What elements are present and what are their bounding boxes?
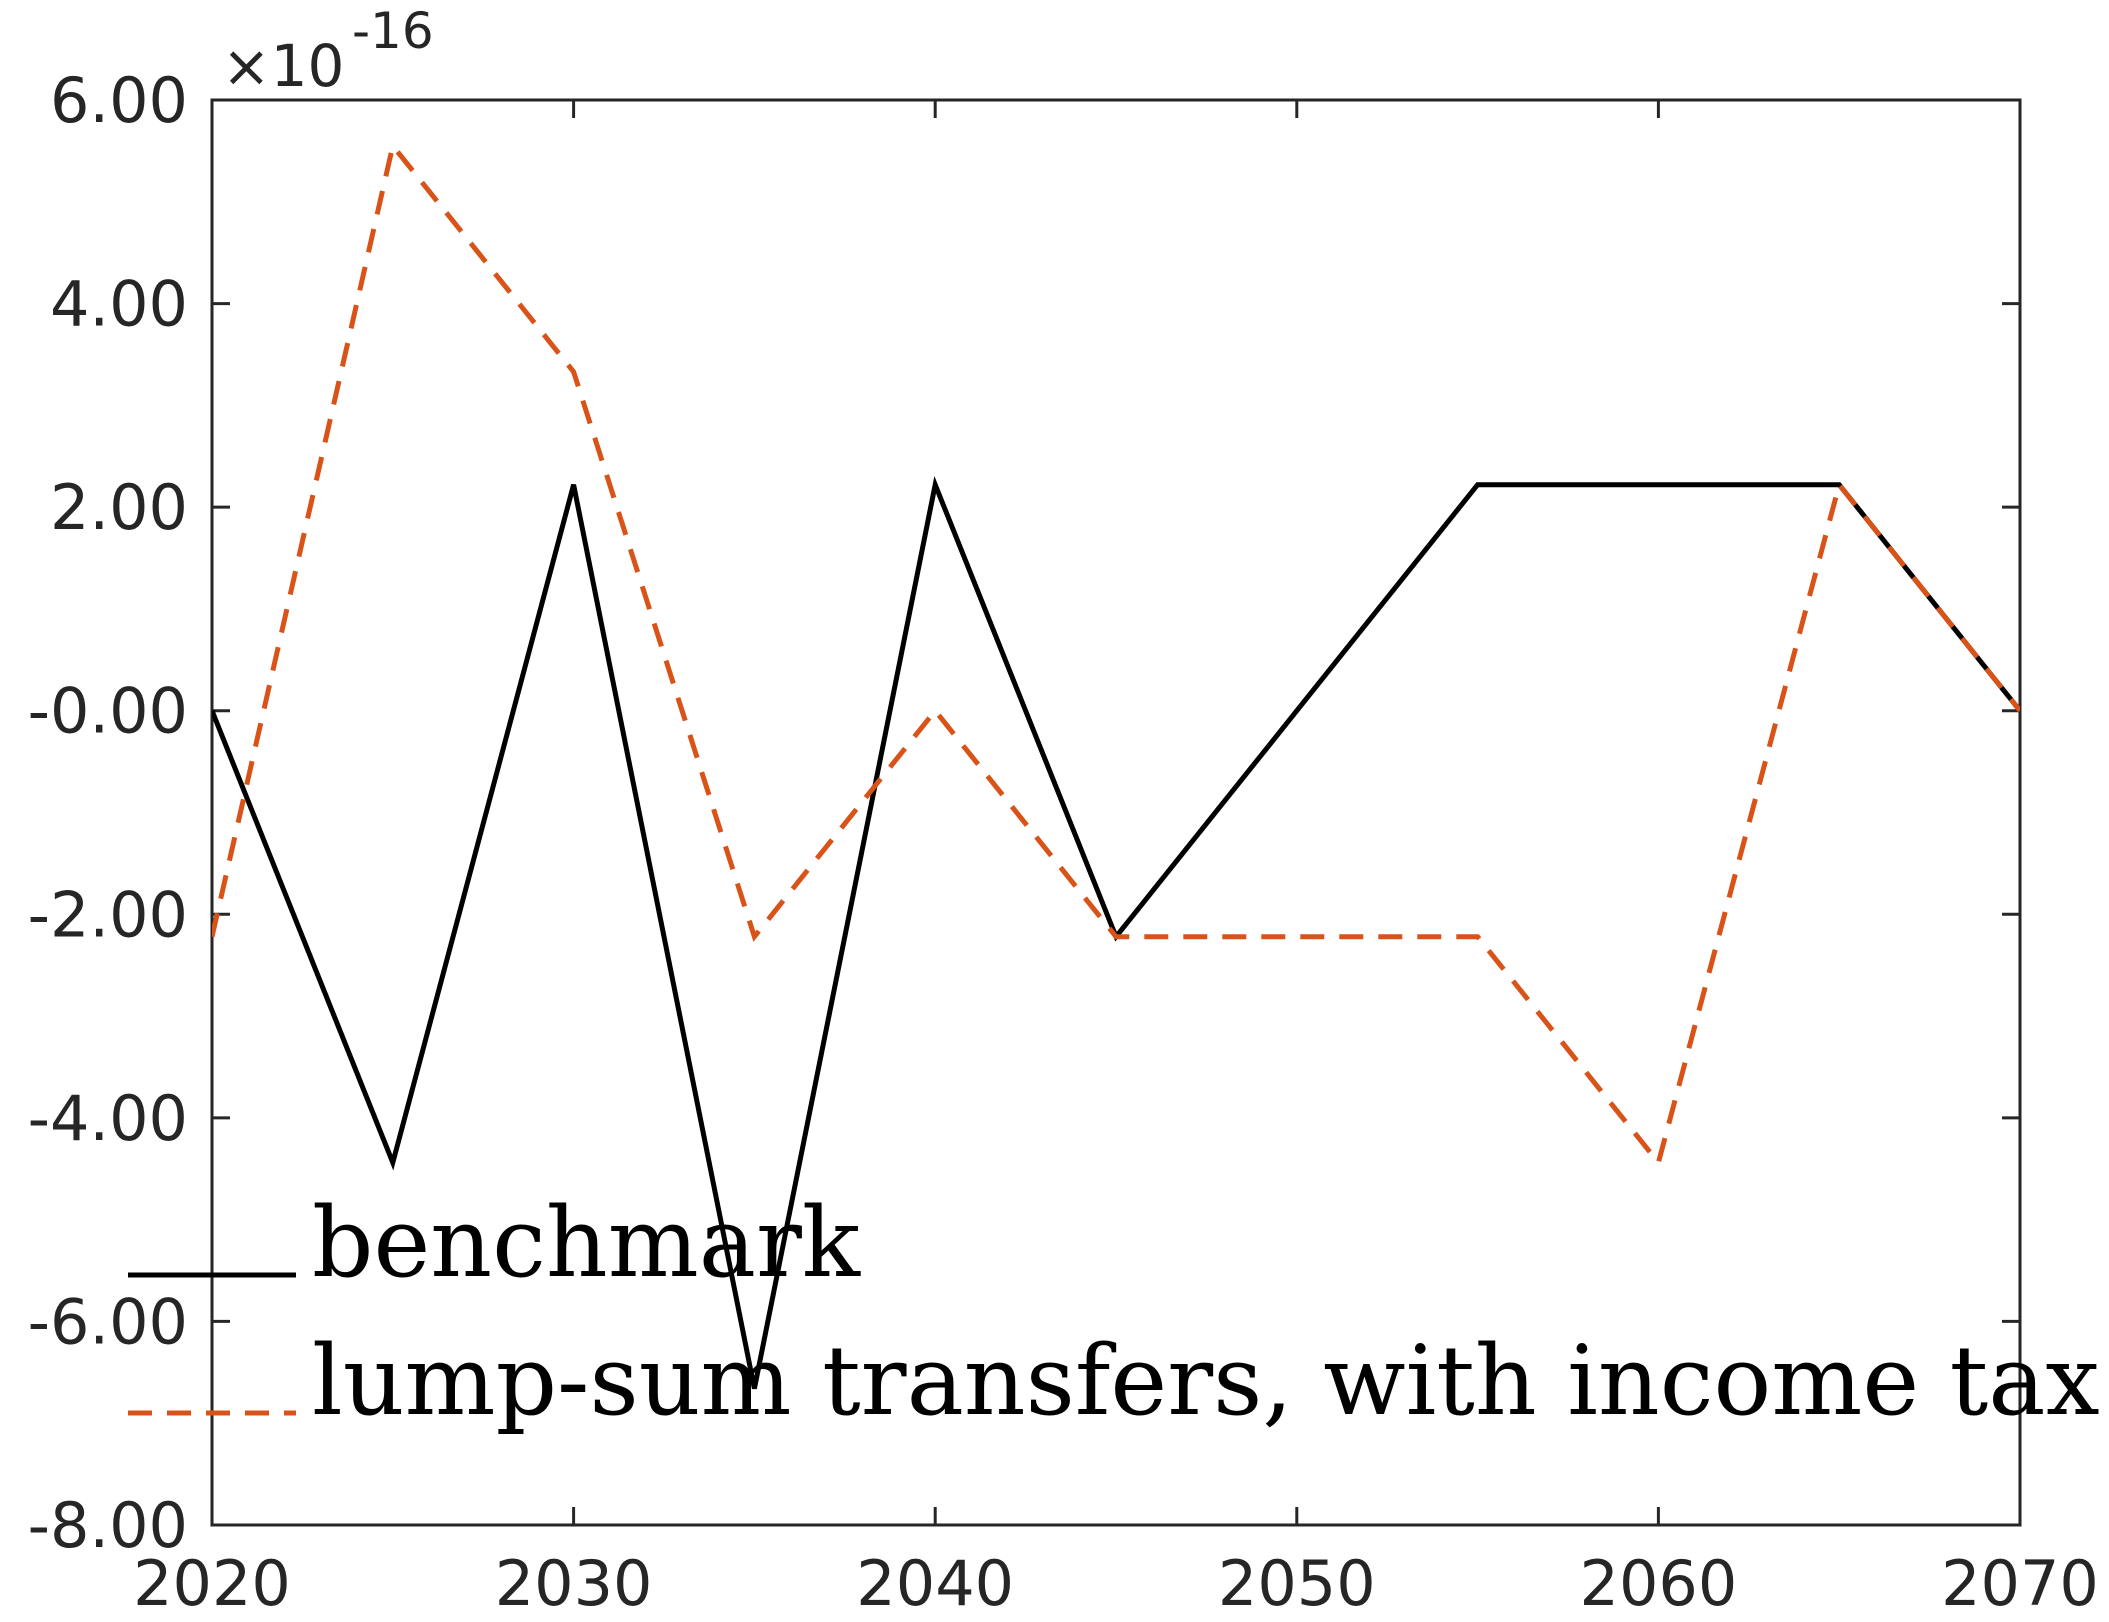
- plot-frame: [210, 98, 2022, 1527]
- legend-label: benchmark: [312, 1187, 861, 1299]
- y-tick-label: 4.00: [50, 268, 188, 341]
- x-tick-label: 2060: [1580, 1547, 1738, 1620]
- x-tick-label: 2070: [1941, 1547, 2099, 1620]
- x-tick-label: 2030: [495, 1547, 653, 1620]
- x-tick-label: 2040: [856, 1547, 1014, 1620]
- x-tick-label: 2050: [1218, 1547, 1376, 1620]
- y-exponent-power: -16: [352, 2, 434, 60]
- y-tick-label: -8.00: [28, 1489, 188, 1562]
- series-line-lump-sum-transfers: [212, 140, 2020, 1169]
- y-tick-label: -2.00: [28, 878, 188, 951]
- tick-labels: 2020 2030 2040 2050 2060 2070 6.00 4.00 2.00 -0.0…: [28, 64, 2099, 1620]
- series-lines: [212, 140, 2020, 1390]
- y-tick-label: 2.00: [50, 471, 188, 544]
- y-tick-label: -6.00: [28, 1285, 188, 1358]
- y-exponent-label: ×10 -16: [222, 2, 434, 100]
- y-exponent-multiplier: ×10: [222, 32, 344, 100]
- axes-box: [210, 98, 2022, 1527]
- x-tick-label: 2020: [133, 1547, 291, 1620]
- y-tick-label: -4.00: [28, 1082, 188, 1155]
- legend-label: lump-sum transfers, with income tax: [312, 1325, 2100, 1437]
- legend: benchmark lump-sum transfers, with income…: [128, 1187, 2100, 1437]
- axis-ticks: [210, 98, 2022, 1527]
- svg-text:×10: ×10: [222, 32, 344, 100]
- y-tick-label: 6.00: [50, 64, 188, 137]
- y-tick-label: -0.00: [28, 675, 188, 748]
